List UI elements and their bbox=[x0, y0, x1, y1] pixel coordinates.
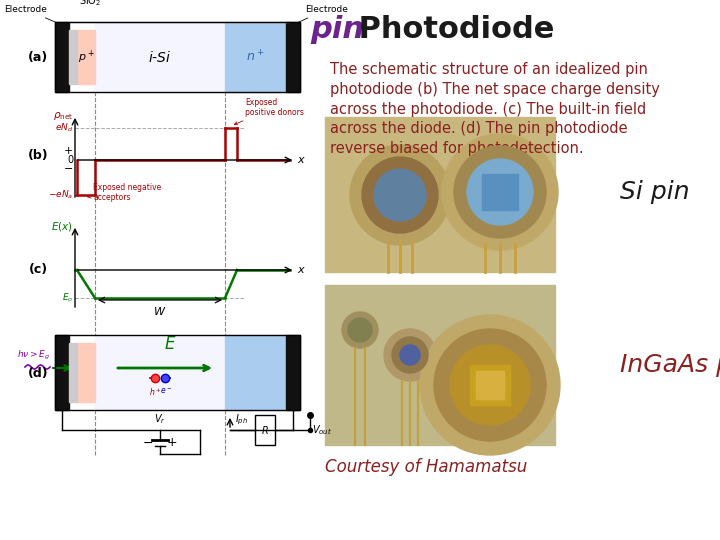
Text: Exposed negative
acceptors: Exposed negative acceptors bbox=[87, 183, 161, 202]
Bar bbox=[69, 343, 77, 402]
Text: $V_{out}$: $V_{out}$ bbox=[312, 423, 332, 437]
Text: $eN_d$: $eN_d$ bbox=[55, 122, 73, 134]
Text: $h\nu > E_g$: $h\nu > E_g$ bbox=[17, 348, 50, 362]
Text: $W$: $W$ bbox=[153, 305, 166, 317]
Circle shape bbox=[350, 145, 450, 245]
Bar bbox=[55, 335, 300, 410]
Bar bbox=[470, 365, 510, 405]
Text: $e^-$: $e^-$ bbox=[160, 386, 172, 396]
Bar bbox=[95, 22, 225, 92]
Text: InGaAs pin: InGaAs pin bbox=[620, 353, 720, 377]
Text: Courtesy of Hamamatsu: Courtesy of Hamamatsu bbox=[325, 458, 527, 476]
Text: $x$: $x$ bbox=[297, 265, 306, 275]
Text: 0: 0 bbox=[67, 155, 73, 165]
Circle shape bbox=[434, 329, 546, 441]
Text: $n^+$: $n^+$ bbox=[246, 49, 264, 65]
Bar bbox=[95, 335, 225, 410]
Text: $\mathrm{SiO_2}$: $\mathrm{SiO_2}$ bbox=[79, 0, 101, 8]
Text: −: − bbox=[63, 164, 73, 174]
Text: $i$-Si: $i$-Si bbox=[148, 50, 172, 64]
Text: pin: pin bbox=[310, 15, 364, 44]
Circle shape bbox=[442, 134, 558, 250]
Text: $V_r$: $V_r$ bbox=[154, 412, 166, 426]
Circle shape bbox=[342, 312, 378, 348]
Bar bbox=[69, 30, 77, 84]
Circle shape bbox=[420, 315, 560, 455]
Circle shape bbox=[374, 169, 426, 221]
Bar bbox=[55, 22, 300, 92]
Circle shape bbox=[400, 345, 420, 365]
Text: $x$: $x$ bbox=[297, 155, 306, 165]
Text: $I_{ph}$: $I_{ph}$ bbox=[235, 413, 248, 427]
Text: Si pin: Si pin bbox=[620, 180, 690, 204]
Text: $-eN_a$: $-eN_a$ bbox=[48, 189, 73, 201]
Text: Electrode: Electrode bbox=[4, 5, 63, 26]
Text: (c): (c) bbox=[28, 264, 48, 276]
Text: The schematic structure of an idealized pin
photodiode (b) The net space charge : The schematic structure of an idealized … bbox=[330, 62, 660, 156]
Text: +: + bbox=[63, 146, 73, 156]
Bar bbox=[325, 117, 555, 272]
Bar bbox=[325, 285, 555, 445]
Circle shape bbox=[467, 159, 533, 225]
Text: $R$: $R$ bbox=[261, 424, 269, 436]
Text: Electrode: Electrode bbox=[292, 5, 348, 25]
Text: −: − bbox=[143, 436, 153, 449]
Circle shape bbox=[454, 146, 546, 238]
Bar bbox=[255, 415, 275, 445]
Bar bbox=[286, 335, 300, 410]
Text: (d): (d) bbox=[27, 367, 48, 380]
Bar bbox=[55, 22, 69, 92]
Circle shape bbox=[450, 345, 530, 425]
Text: +: + bbox=[167, 436, 177, 449]
Bar bbox=[77, 343, 95, 402]
Text: Exposed
positive donors: Exposed positive donors bbox=[235, 98, 304, 125]
Circle shape bbox=[348, 318, 372, 342]
Circle shape bbox=[384, 329, 436, 381]
Text: Photodiode: Photodiode bbox=[348, 15, 554, 44]
Text: (a): (a) bbox=[28, 51, 48, 64]
Text: $E_o$: $E_o$ bbox=[62, 292, 73, 304]
Text: $h^+$: $h^+$ bbox=[149, 386, 161, 397]
Text: (b): (b) bbox=[27, 148, 48, 161]
Bar bbox=[225, 335, 286, 410]
Bar bbox=[286, 22, 300, 92]
Bar bbox=[77, 30, 95, 84]
Text: $p^+$: $p^+$ bbox=[78, 49, 94, 66]
Bar bbox=[55, 335, 69, 410]
Text: $\rho_{\rm net}$: $\rho_{\rm net}$ bbox=[53, 110, 73, 122]
Circle shape bbox=[392, 337, 428, 373]
Bar bbox=[476, 371, 504, 399]
Text: $E(x)$: $E(x)$ bbox=[51, 220, 73, 233]
Circle shape bbox=[362, 157, 438, 233]
Bar bbox=[225, 22, 286, 92]
Bar bbox=[482, 174, 518, 210]
Text: $E$: $E$ bbox=[163, 335, 176, 353]
